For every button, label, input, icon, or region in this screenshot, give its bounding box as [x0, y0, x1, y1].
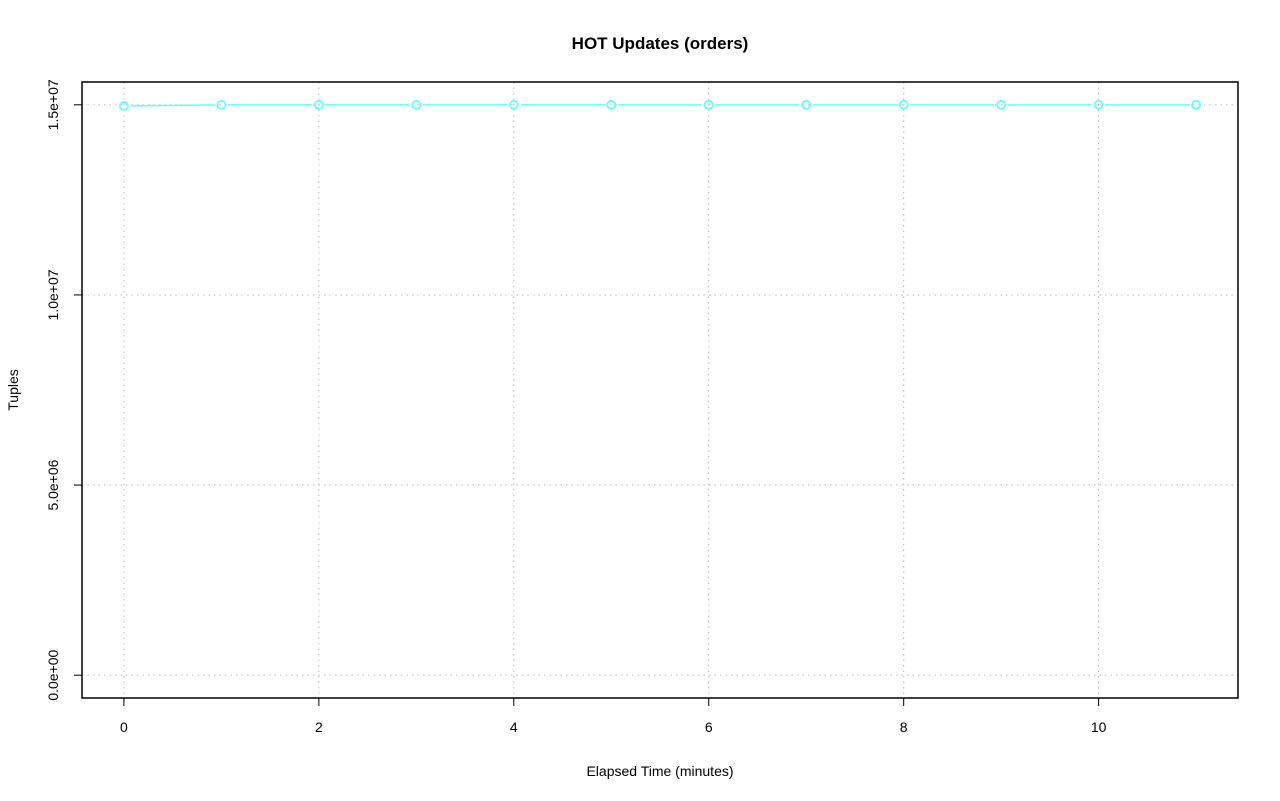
data-point [1191, 99, 1201, 110]
x-tick-label: 10 [1091, 719, 1107, 735]
data-point [216, 99, 227, 110]
y-axis-label: Tuples [5, 369, 21, 411]
y-tick-label: 1.0e+07 [45, 269, 61, 320]
data-point [703, 99, 714, 110]
y-axis: 0.0e+00 5.0e+06 1.0e+07 1.5e+07 [45, 79, 82, 701]
series-line-segment [130, 104, 215, 107]
x-tick-label: 4 [510, 719, 518, 735]
x-tick-label: 8 [900, 719, 908, 735]
chart-title: HOT Updates (orders) [572, 34, 749, 53]
y-tick-label: 1.5e+07 [45, 79, 61, 130]
data-point [996, 99, 1007, 110]
y-tick-label: 5.0e+06 [45, 459, 61, 510]
x-tick-label: 0 [120, 719, 128, 735]
data-point [898, 99, 909, 110]
data-point [119, 101, 129, 111]
grid [82, 82, 1238, 698]
x-axis-label: Elapsed Time (minutes) [586, 763, 733, 779]
data-point [606, 99, 617, 110]
series [119, 99, 1201, 111]
y-tick-label: 0.0e+00 [45, 649, 61, 700]
x-tick-label: 6 [705, 719, 713, 735]
data-point [801, 99, 812, 110]
x-axis: 0 2 4 6 8 10 [120, 698, 1107, 735]
data-point [411, 99, 422, 110]
data-point [508, 99, 519, 110]
x-tick-label: 2 [315, 719, 323, 735]
plot-frame [81, 81, 1239, 699]
data-point [313, 99, 324, 110]
data-point [1093, 99, 1104, 110]
